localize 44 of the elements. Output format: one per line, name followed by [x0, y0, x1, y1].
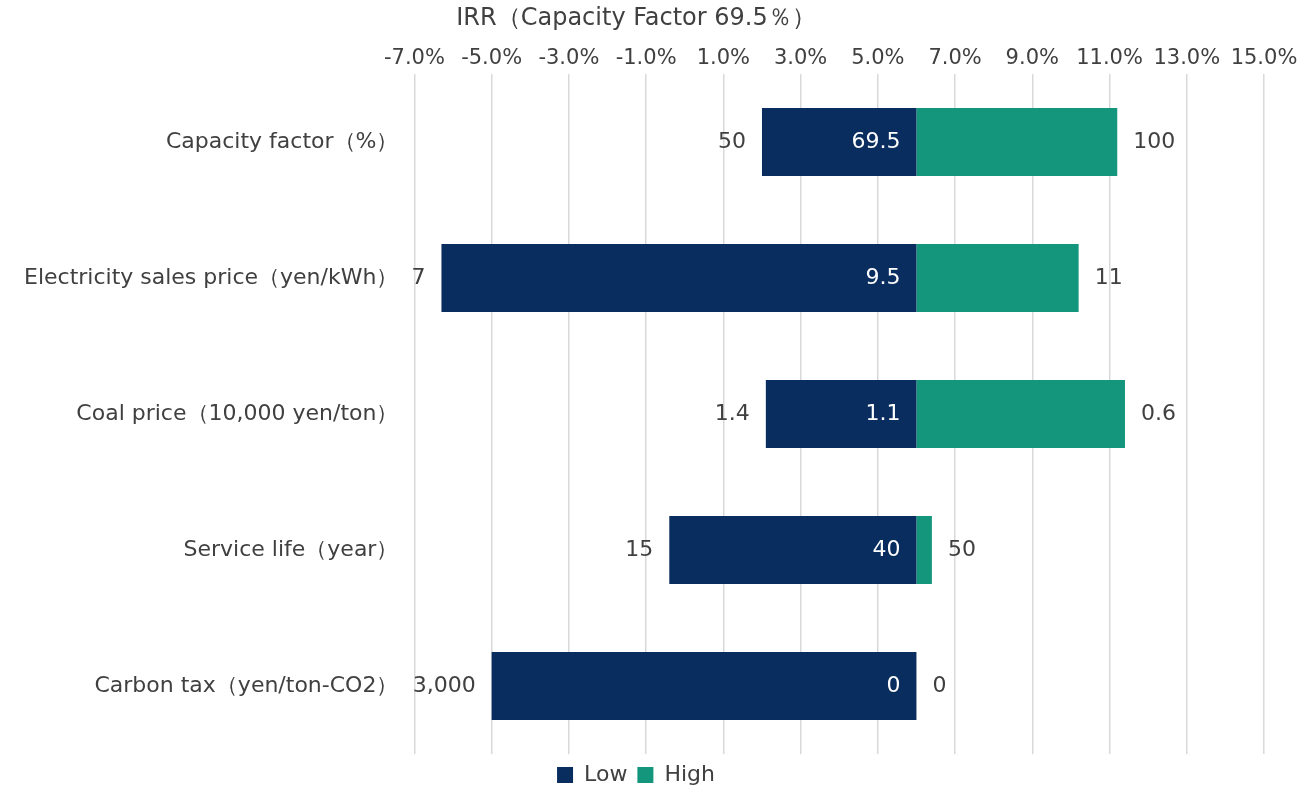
bar [916, 516, 932, 584]
annotation: 1.4 [714, 399, 750, 425]
y-tick-label: Electricity sales price（yen/kWh） [24, 263, 399, 289]
bar [441, 244, 917, 312]
x-tick-label: 3.0% [773, 44, 828, 69]
annotation: 15 [625, 535, 654, 561]
x-tick-label: -3.0% [538, 44, 600, 69]
legend-label: High [664, 760, 715, 786]
annotation: 3,000 [412, 671, 476, 697]
annotation: 69.5 [851, 127, 901, 153]
x-tick-label: 1.0% [696, 44, 751, 69]
legend-label: Low [584, 760, 628, 786]
annotation: 50 [947, 535, 976, 561]
x-tick-label: 7.0% [928, 44, 982, 69]
bar [491, 652, 917, 720]
annotation: 0 [886, 671, 901, 697]
y-tick-label: Coal price（10,000 yen/ton） [76, 399, 399, 425]
annotation: 1.1 [865, 399, 901, 425]
x-tick-label: -5.0% [461, 44, 523, 69]
annotation: 9.5 [865, 263, 901, 289]
bar [765, 380, 917, 448]
bar [916, 244, 1079, 312]
x-tick-label: 5.0% [851, 44, 905, 69]
bar [916, 108, 1118, 176]
annotation: 100 [1133, 127, 1176, 153]
y-tick-label: Capacity factor（%） [165, 127, 399, 153]
annotation: 50 [717, 127, 746, 153]
x-tick-label: 15.0% [1230, 44, 1298, 69]
x-tick-label: -1.0% [615, 44, 677, 69]
annotation: 0 [932, 671, 947, 697]
x-tick-label: 11.0% [1076, 44, 1143, 69]
annotation: 11 [1094, 263, 1123, 289]
bar [916, 380, 1125, 448]
annotation: 0.6 [1140, 399, 1176, 425]
chart-title: IRR（Capacity Factor 69.5％） [456, 2, 816, 31]
y-tick-label: Service life（year） [183, 535, 399, 561]
bar [761, 108, 917, 176]
x-tick-label: 13.0% [1153, 44, 1221, 69]
y-tick-label: Carbon tax（yen/ton-CO2） [94, 671, 399, 697]
bar [669, 516, 917, 584]
annotation: 40 [872, 535, 901, 561]
annotation: 7 [411, 263, 426, 289]
x-tick-label: -7.0% [383, 44, 445, 69]
x-tick-label: 9.0% [1005, 44, 1059, 69]
